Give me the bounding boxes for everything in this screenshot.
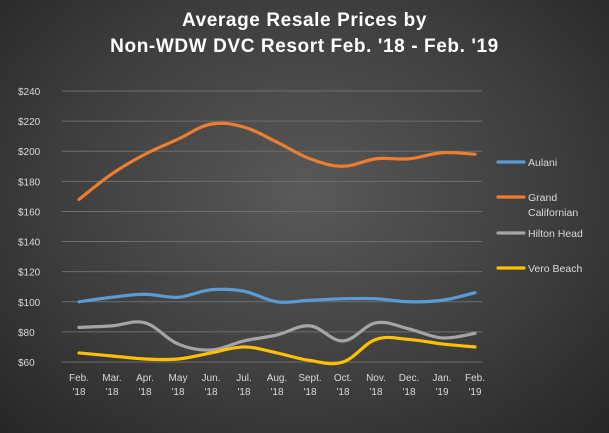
series-line-vero-beach [77,335,477,366]
series-line-hilton-head [77,320,477,352]
legend-label-vero-beach: Vero Beach [528,263,582,275]
x-tick-label: Oct. '18 [334,373,352,398]
x-tick-label: Feb. '19 [465,373,485,398]
y-tick-label: $240 [18,87,41,98]
y-tick-label: $100 [18,298,41,309]
x-tick-label: Jan. '19 [433,373,452,398]
x-tick-label: Jun. '18 [202,373,221,398]
x-tick-label: Nov. '18 [366,373,386,398]
y-tick-label: $120 [18,268,41,279]
chart-title-line-2: Non-WDW DVC Resort Feb. '18 - Feb. '19 [110,36,499,57]
y-tick-label: $220 [18,117,41,128]
y-tick-label: $180 [18,177,41,188]
chart-title-line-1: Average Resale Prices by [181,10,427,31]
x-tick-label: Aug. '18 [267,373,288,398]
y-tick-label: $140 [18,238,41,249]
y-tick-label: $80 [18,328,35,339]
x-tick-label: Sept. '18 [298,373,321,398]
legend-label-hilton-head: Hilton Head [528,228,583,240]
x-tick-label: May '18 [169,373,188,398]
series-line-grand-californian [77,121,477,201]
y-tick-label: $160 [18,207,41,218]
legend-label-grand-californian: Grand Californian [528,192,578,219]
legend-label-aulani: Aulani [528,157,557,169]
x-tick-label: Dec. '18 [399,373,420,398]
y-tick-label: $60 [18,358,35,369]
y-tick-label: $200 [18,147,41,158]
x-tick-label: Feb. '18 [69,373,89,398]
x-tick-label: Apr. '18 [136,373,154,398]
series-line-aulani [77,287,477,304]
x-tick-label: Jul. '18 [236,373,252,398]
x-tick-label: Mar. '18 [102,373,121,398]
